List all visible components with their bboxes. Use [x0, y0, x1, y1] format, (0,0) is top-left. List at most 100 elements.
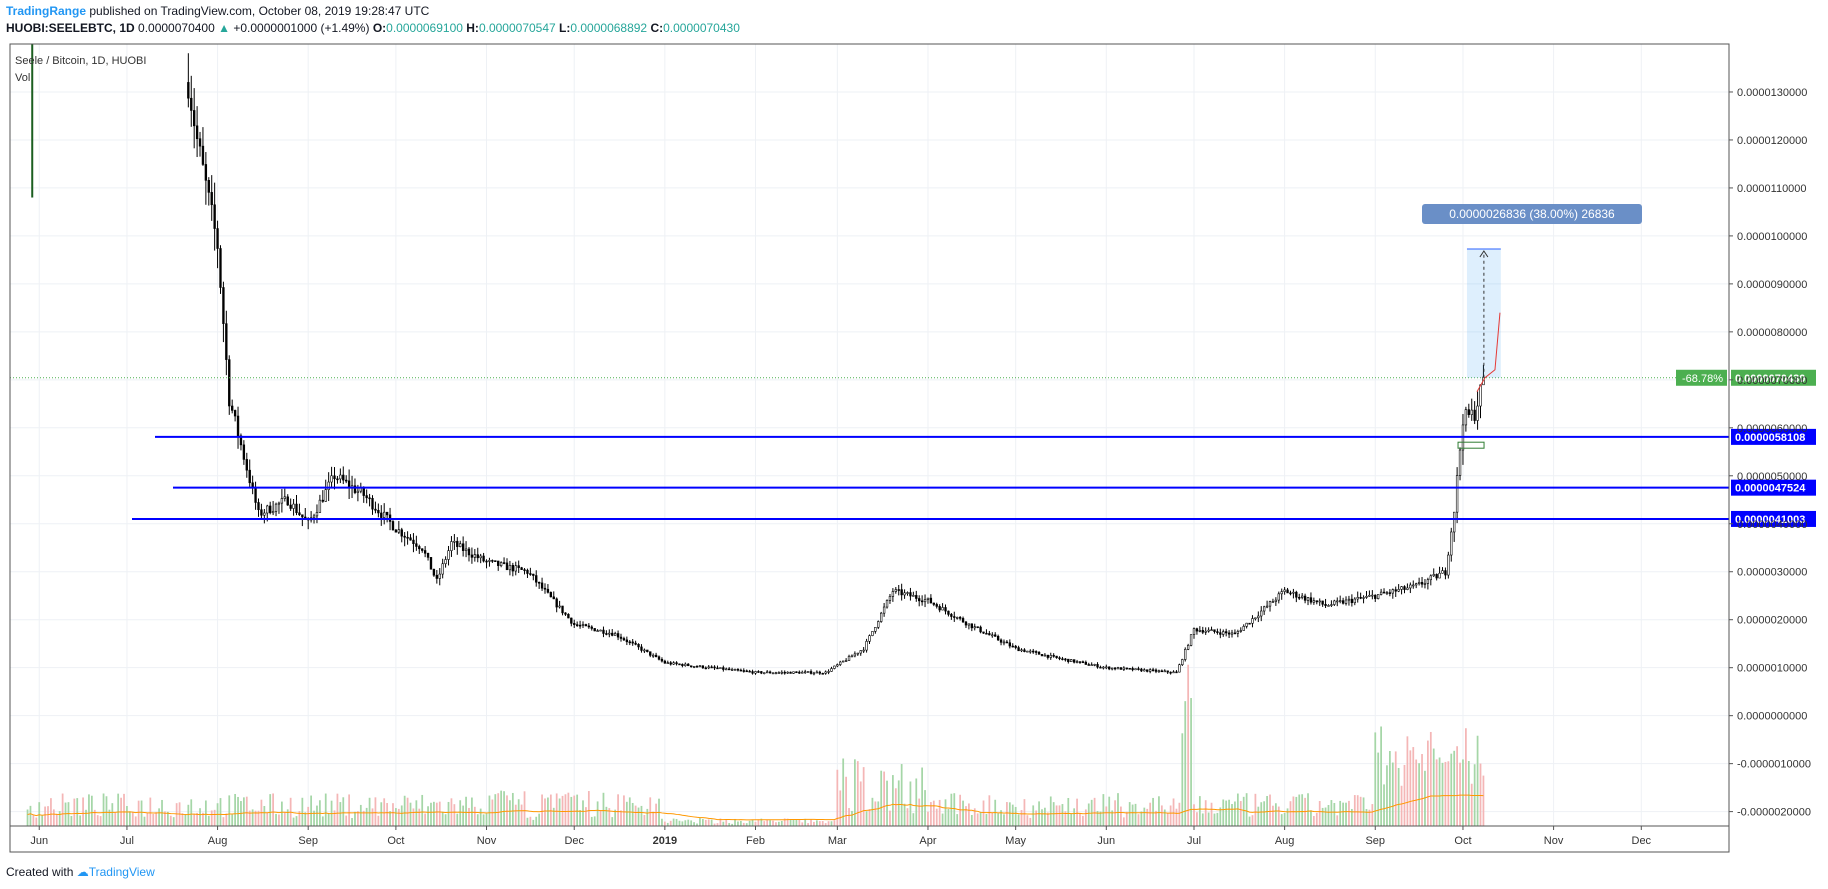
volume-bar: [1175, 808, 1178, 826]
x-tick-label: Sep: [298, 835, 318, 847]
volume-bar: [1301, 794, 1304, 826]
candle-body: [1058, 657, 1061, 660]
open-label: O:: [372, 21, 387, 35]
volume-bar: [123, 793, 125, 826]
volume-bar: [1421, 754, 1423, 826]
candle-body: [1458, 449, 1462, 476]
volume-bar: [786, 818, 789, 826]
volume-bar: [842, 758, 845, 826]
candle-body: [435, 574, 439, 579]
volume-bar: [1108, 796, 1111, 826]
candle-body: [1412, 584, 1415, 587]
volume-bar: [143, 816, 146, 826]
volume-bar: [1213, 813, 1216, 826]
volume-bar: [1061, 804, 1064, 826]
candle-body: [897, 589, 900, 591]
volume-bar: [327, 813, 330, 826]
candle-body: [383, 511, 386, 518]
volume-bar: [511, 792, 514, 826]
x-tick-label: Mar: [828, 835, 847, 847]
volume-bar: [371, 808, 374, 826]
volume-bar: [131, 812, 134, 826]
candle-body: [1312, 600, 1316, 603]
volume-bar: [149, 797, 152, 826]
volume-bar: [1465, 728, 1467, 826]
candle-body: [400, 529, 403, 537]
candle-body: [423, 550, 427, 554]
candle-body: [31, 44, 34, 198]
candle-body: [774, 672, 778, 675]
candle-body: [236, 415, 240, 437]
volume-bar: [316, 805, 318, 826]
volume-bar: [760, 818, 763, 826]
candle-body: [245, 459, 248, 471]
candle-body: [1122, 667, 1126, 670]
candle-body: [619, 636, 623, 639]
volume-bar: [1046, 812, 1049, 826]
volume-bar: [889, 810, 891, 826]
x-tick-label: Dec: [564, 835, 584, 847]
candle-body: [915, 595, 918, 599]
candle-body: [760, 671, 763, 674]
candle-body: [809, 671, 813, 674]
volume-bar: [339, 802, 342, 826]
candle-body: [1172, 671, 1175, 674]
volume-bar: [932, 800, 935, 826]
volume-bar: [351, 817, 353, 826]
candle-body: [716, 667, 719, 670]
volume-bar: [172, 817, 175, 826]
volume-bar: [494, 794, 497, 826]
candle-body: [263, 512, 266, 516]
tradingview-link[interactable]: TradingView: [88, 865, 155, 879]
candle-body: [429, 557, 433, 570]
volume-bar: [1152, 797, 1154, 826]
candle-body: [1453, 511, 1456, 533]
volume-bar: [134, 816, 137, 826]
candle-body: [470, 554, 474, 558]
candle-body: [494, 560, 497, 562]
volume-bar: [871, 797, 874, 826]
volume-bar: [146, 813, 149, 826]
volume-bar: [865, 811, 868, 826]
candle-body: [532, 573, 535, 576]
candle-body: [1309, 597, 1313, 603]
volume-bar: [1184, 701, 1187, 826]
author-link[interactable]: TradingRange: [6, 4, 87, 18]
volume-bar: [1122, 817, 1125, 826]
candle-body: [260, 509, 263, 516]
volume-bar: [433, 801, 435, 826]
candle-body: [1388, 592, 1392, 594]
volume-bar: [1017, 814, 1020, 826]
volume-bar: [851, 810, 853, 826]
candle-body: [1192, 628, 1196, 635]
candle-body: [1479, 384, 1482, 407]
x-tick-label: Jun: [1097, 835, 1115, 847]
volume-bar: [1058, 805, 1061, 826]
x-tick-label: Jul: [1187, 835, 1201, 847]
volume-bar: [444, 814, 447, 826]
candle-body: [558, 605, 561, 608]
measure-label: 0.0000026836 (38.00%) 26836: [1449, 207, 1615, 221]
volume-bar: [637, 807, 640, 826]
candle-body: [918, 598, 921, 602]
candle-body: [786, 671, 789, 674]
volume-bar: [140, 800, 143, 826]
volume-bar: [707, 819, 710, 826]
candles: [31, 44, 1485, 676]
volume-bar: [482, 814, 485, 826]
candle-body: [1002, 641, 1006, 644]
volume-bar: [772, 820, 774, 826]
candle-body: [295, 503, 298, 514]
candle-body: [1289, 592, 1292, 595]
volume-bar: [593, 816, 596, 826]
volume-bar: [722, 821, 725, 826]
x-tick-label: May: [1005, 835, 1026, 847]
volume-bar: [602, 792, 605, 826]
volume-bar: [935, 808, 938, 826]
candle-body: [961, 618, 965, 623]
volume-bar: [1310, 810, 1312, 826]
volume-bar: [751, 819, 754, 826]
candle-body: [552, 596, 555, 600]
volume-bar: [1397, 767, 1400, 826]
